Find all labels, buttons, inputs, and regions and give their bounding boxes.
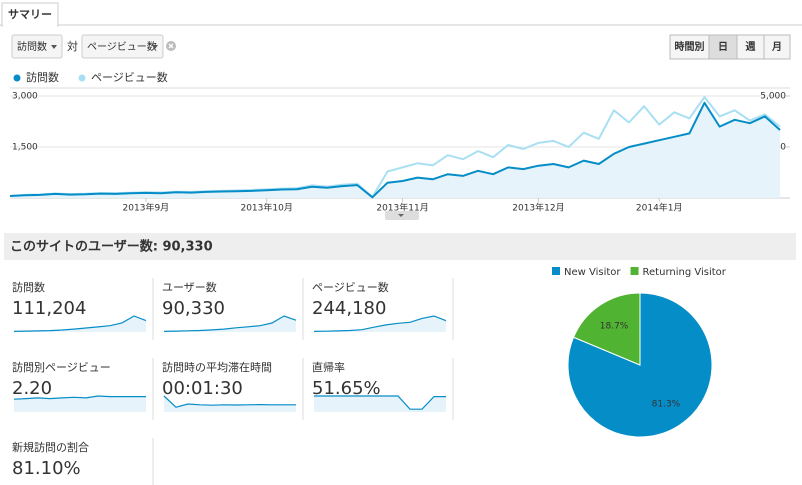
x-tick-label: 2013年11月 xyxy=(376,202,428,214)
period-button[interactable] xyxy=(708,34,738,60)
sparkline-area xyxy=(164,396,296,412)
sparkline xyxy=(13,395,146,400)
metric-value: 2.20 xyxy=(12,378,52,399)
period-button-label[interactable]: 日 xyxy=(718,41,728,53)
dropdown-label[interactable]: 訪問数 xyxy=(17,40,47,53)
metric-label: ページビュー数 xyxy=(312,281,389,294)
period-button[interactable] xyxy=(669,34,710,60)
period-button[interactable] xyxy=(763,34,791,60)
sparkline-area xyxy=(164,316,296,332)
heading: このサイトのユーザー数: 90,330 xyxy=(10,239,213,255)
period-button-label[interactable]: 時間別 xyxy=(675,40,705,53)
dropdown-arrow xyxy=(51,45,57,49)
period-button-label[interactable]: 週 xyxy=(746,40,757,53)
legend-label: Returning Visitor xyxy=(643,267,727,278)
x-tick-label: 2013年12月 xyxy=(512,202,564,214)
tab-cover xyxy=(3,24,57,27)
period-button-label[interactable]: 月 xyxy=(771,41,782,53)
metric-label: 新規訪問の割合 xyxy=(12,440,89,454)
sparkline-area xyxy=(14,316,146,332)
sparkline xyxy=(13,315,147,332)
legend-marker xyxy=(13,74,21,82)
sparkline xyxy=(163,395,296,408)
dropdown-arrow xyxy=(152,45,158,49)
pie-value-label: 18.7% xyxy=(600,322,629,332)
scroll-arrow xyxy=(398,214,404,217)
y-tick-label: 3,000 xyxy=(12,92,38,102)
x-tick-label: 2014年1月 xyxy=(636,202,683,214)
metric-value: 90,330 xyxy=(162,298,225,319)
x-tick-label: 2013年9月 xyxy=(123,202,170,214)
legend-label: ページビュー数 xyxy=(91,71,168,84)
metric-label: 訪問時の平均滞在時間 xyxy=(162,360,272,374)
legend-marker xyxy=(552,267,560,275)
tab-label[interactable]: サマリー xyxy=(8,8,52,21)
metric-label: 直帰率 xyxy=(312,361,345,374)
sparkline-area xyxy=(314,316,446,332)
series-area xyxy=(10,102,780,198)
dropdown-label[interactable]: ページビュー数 xyxy=(87,40,157,53)
pie-value-label: 81.3% xyxy=(652,399,681,409)
metric-value: 81.10% xyxy=(12,458,81,479)
vs-label: 対 xyxy=(67,40,78,53)
pie-slice xyxy=(572,292,641,366)
metric-label: ユーザー数 xyxy=(162,281,217,294)
heading-band xyxy=(4,233,796,260)
sparkline-area xyxy=(314,396,446,412)
metric-label: 訪問数 xyxy=(12,281,45,294)
legend-marker xyxy=(630,267,639,275)
sparkline xyxy=(163,315,297,332)
metric-value: 00:01:30 xyxy=(162,378,243,399)
metric-value: 111,204 xyxy=(12,298,86,319)
clear-icon-x xyxy=(168,43,174,49)
pie-slice xyxy=(567,292,713,438)
metric-value: 244,180 xyxy=(312,298,386,319)
y2-tick-label: 5,000 xyxy=(760,92,786,102)
sparkline-area xyxy=(14,396,146,412)
legend-label: 訪問数 xyxy=(26,71,59,84)
dropdown[interactable] xyxy=(81,34,164,59)
sparkline xyxy=(313,315,447,332)
series-line xyxy=(9,101,781,199)
legend-marker xyxy=(78,74,86,82)
y-tick-label: 1,500 xyxy=(12,143,38,153)
sparkline xyxy=(314,395,446,410)
dropdown[interactable] xyxy=(11,34,63,59)
legend-label: New Visitor xyxy=(564,267,621,278)
metric-value: 51.65% xyxy=(312,378,381,399)
metric-label: 訪問別ページビュー xyxy=(12,361,111,374)
x-tick-label: 2013年10月 xyxy=(240,202,292,214)
